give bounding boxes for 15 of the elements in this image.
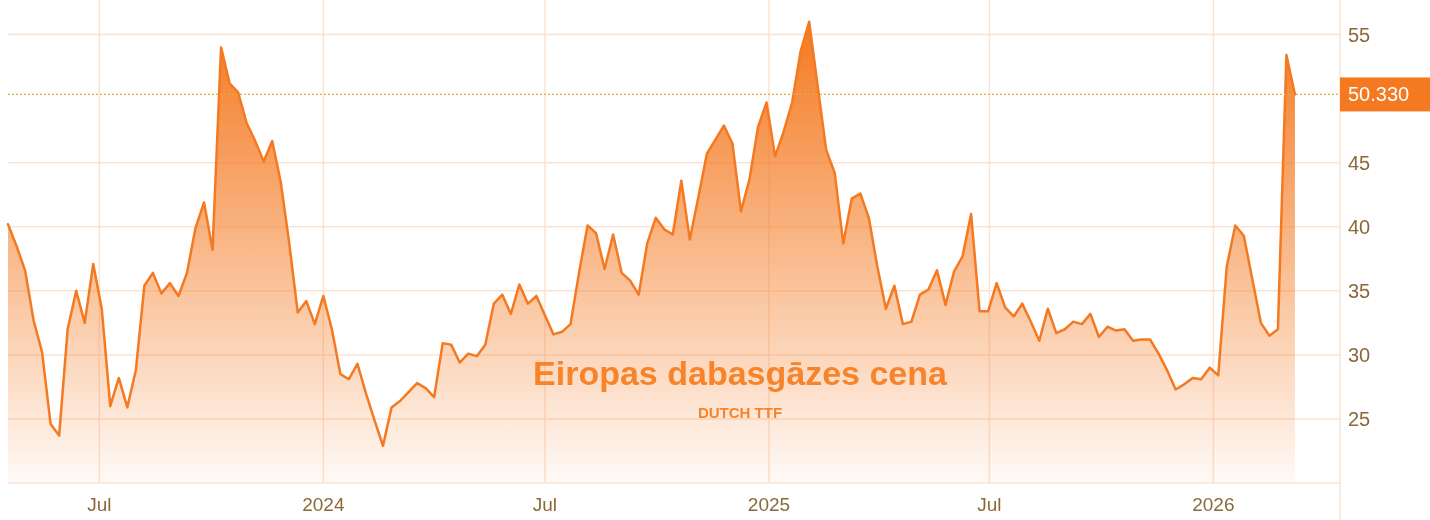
y-tick-label: 25 [1348,407,1371,430]
y-tick-label: 30 [1348,343,1371,366]
y-tick-label: 40 [1348,215,1371,238]
x-tick-label: Jul [532,494,558,515]
y-tick-label: 55 [1348,23,1371,46]
y-tick-label: 45 [1348,151,1371,174]
x-tick-label: Jul [977,494,1002,515]
x-tick-label: 2024 [302,494,345,515]
x-tick-label: 2026 [1192,494,1235,515]
ref-line-label: 50.330 [1348,83,1410,106]
text: DUTCH TTF [697,404,783,421]
x-tick-label: Jul [87,494,112,515]
x-tick-label: 2025 [747,494,791,515]
text: Eiropas dabasgāzes cena [533,354,949,392]
y-tick-label: 35 [1348,279,1371,302]
